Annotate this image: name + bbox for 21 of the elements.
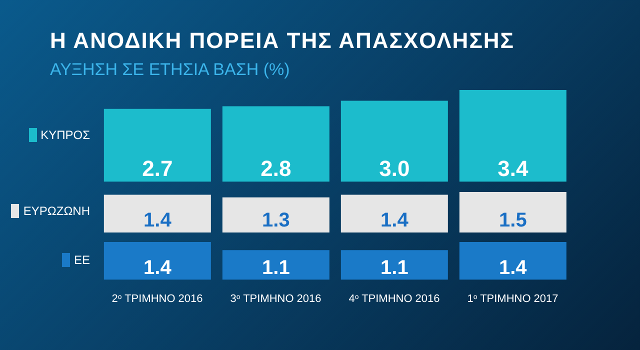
legend-label: ΕΕ — [62, 253, 90, 268]
data-label: 1.1 — [380, 257, 408, 280]
x-tick-label: 1$^{ο}$ ΤΡΙΜΗΝΟ 2017 — [467, 293, 558, 306]
x-tick-label: 3$^{ο}$ ΤΡΙΜΗΝΟ 2016 — [230, 293, 322, 306]
data-label: 3.4 — [498, 156, 529, 181]
data-label: 2.7 — [142, 156, 173, 181]
x-tick-label: 2$^{ο}$ ΤΡΙΜΗΝΟ 2016 — [112, 293, 203, 306]
data-label: 1.4 — [144, 209, 172, 232]
data-label: 3.0 — [379, 156, 410, 181]
data-label: 1.4 — [144, 257, 172, 280]
x-tick-label: 4$^{ο}$ ΤΡΙΜΗΝΟ 2016 — [348, 293, 440, 306]
data-label: 2.8 — [260, 156, 292, 181]
data-label: 1.1 — [262, 257, 290, 280]
data-label: 1.4 — [499, 257, 527, 280]
data-label: 1.5 — [499, 209, 527, 232]
legend-label: ΚΥΠΡΟΣ — [28, 128, 90, 142]
chart-subtitle: ΑΥΞΗΣΗ ΣΕ ΕΤΗΣΙΑ ΒΑΣΗ (%) — [50, 60, 291, 80]
chart-title: Η ΑΝΟΔΙΚΗ ΠΟΡΕΙΑ ΤΗΣ ΑΠΑΣΧΟΛΗΣΗΣ — [50, 28, 516, 54]
data-label: 1.4 — [380, 209, 410, 232]
data-label: 1.3 — [262, 209, 290, 232]
legend-label: ΕΥΡΩΖΩΝΗ — [11, 204, 90, 218]
